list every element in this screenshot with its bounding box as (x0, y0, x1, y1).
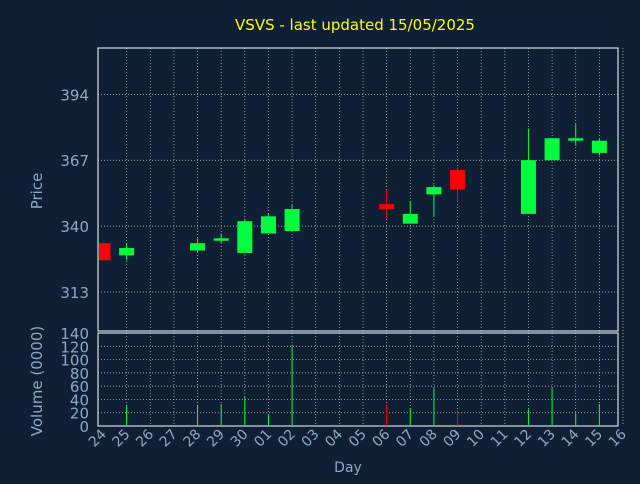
x-tick-label: 03 (299, 427, 323, 451)
price-axis-label: Price (28, 173, 46, 210)
volume-panel (97, 332, 619, 427)
price-tick-label: 340 (60, 218, 89, 236)
volume-axis-label: Volume (0000) (28, 326, 46, 436)
price-tick-label: 313 (60, 284, 89, 302)
volume-tick-label: 60 (70, 378, 89, 396)
candle-body (119, 248, 135, 256)
candle-body (99, 243, 111, 261)
x-tick-label: 26 (133, 426, 157, 450)
x-tick-label: 28 (180, 427, 204, 451)
x-tick-label: 30 (228, 427, 252, 451)
x-tick-label: 29 (204, 427, 228, 451)
x-tick-label: 11 (488, 427, 512, 451)
grid-lines (98, 48, 624, 426)
candles (99, 123, 607, 261)
x-tick-label: 08 (417, 427, 441, 451)
candle-body (591, 140, 607, 153)
x-tick-label: 05 (346, 427, 370, 451)
candle-body (520, 160, 536, 214)
candle-body (260, 216, 276, 234)
candle-body (190, 243, 206, 251)
candle-body (544, 138, 560, 161)
volume-tick-label: 100 (60, 352, 89, 370)
candle-body (213, 238, 229, 241)
x-tick-label: 13 (535, 427, 559, 451)
x-tick-label: 01 (251, 427, 275, 451)
price-tick-label: 367 (60, 152, 89, 170)
x-tick-label: 27 (157, 427, 181, 451)
x-tick-label: 14 (559, 426, 583, 450)
x-tick-label: 25 (110, 427, 134, 451)
price-panel (97, 47, 619, 332)
x-tick-label: 04 (322, 426, 346, 450)
x-tick-label: 07 (393, 427, 417, 451)
candle-body (379, 204, 395, 210)
x-tick-label: 09 (440, 427, 464, 451)
x-tick-label: 06 (370, 426, 394, 450)
volume-tick-label: 140 (60, 325, 89, 343)
volume-tick-label: 0 (79, 418, 89, 436)
volume-tick-label: 120 (60, 338, 89, 356)
candle-body (284, 209, 300, 231)
volume-tick-label: 80 (70, 365, 89, 383)
x-tick-label: 10 (464, 427, 488, 451)
candle-body (426, 187, 442, 195)
x-tick-label: 15 (582, 427, 606, 451)
x-axis-label: Day (334, 460, 362, 476)
candle-body (237, 221, 253, 253)
price-tick-label: 394 (60, 86, 89, 104)
candle-body (402, 213, 418, 224)
x-tick-label: 12 (511, 427, 535, 451)
axis-ticks: 24 25 26 27 28 29 30 01 02 03 04 05 06 07 08 09 10 11 12 13… (60, 86, 630, 450)
x-tick-label: 16 (606, 426, 630, 450)
chart-title: VSVS - last updated 15/05/2025 (235, 16, 475, 34)
x-tick-label: 02 (275, 427, 299, 451)
volume-tick-label: 40 (70, 391, 89, 409)
candle-body (568, 138, 584, 141)
volume-tick-label: 20 (70, 405, 89, 423)
candle-body (450, 169, 466, 190)
volume-bars (126, 346, 600, 426)
x-tick-label: 24 (86, 426, 110, 450)
